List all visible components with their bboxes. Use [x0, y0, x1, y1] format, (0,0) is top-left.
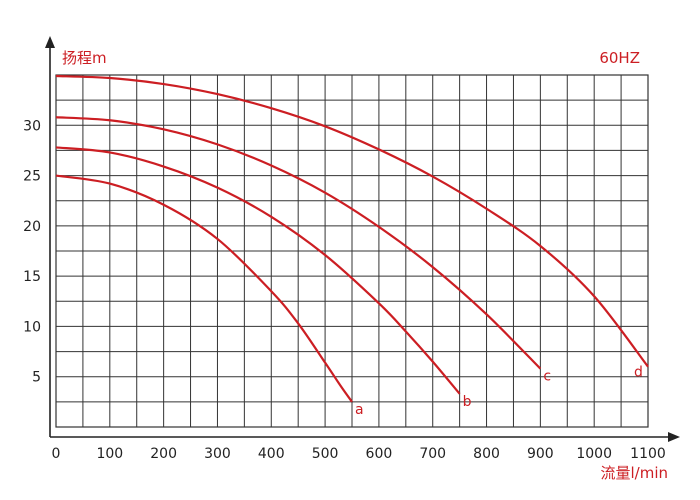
tick-labels: 0 100 200 300 400 500 600 700 800 900 1000 1100 5 10 1…	[23, 118, 666, 462]
x-tick-label: 200	[150, 446, 177, 462]
y-tick-label: 25	[23, 169, 41, 185]
x-axis-title: 流量l/min	[600, 464, 668, 482]
y-tick-label: 20	[23, 219, 41, 235]
y-tick-label: 5	[32, 370, 41, 386]
x-tick-label: 1100	[630, 446, 666, 462]
y-axis-title: 扬程m	[62, 49, 107, 67]
curves	[55, 74, 649, 403]
curve-labels: a b c d	[355, 365, 643, 418]
x-tick-label: 0	[52, 446, 61, 462]
grid	[55, 74, 649, 428]
frequency-annotation: 60HZ	[599, 49, 640, 67]
x-tick-label: 900	[527, 446, 554, 462]
x-tick-label: 300	[204, 446, 231, 462]
y-tick-label: 30	[23, 118, 41, 134]
x-tick-label: 800	[473, 446, 500, 462]
curve-label-c: c	[543, 369, 551, 385]
x-tick-label: 500	[312, 446, 339, 462]
y-axis-arrow	[45, 36, 55, 48]
x-tick-label: 100	[96, 446, 123, 462]
y-tick-label: 10	[23, 319, 41, 335]
x-axis-arrow	[668, 432, 680, 442]
curve-c	[55, 116, 542, 370]
curve-label-a: a	[355, 402, 364, 418]
curve-a	[55, 174, 353, 403]
y-tick-label: 15	[23, 269, 41, 285]
x-tick-label: 1000	[576, 446, 612, 462]
x-tick-label: 600	[366, 446, 393, 462]
curve-d	[55, 74, 649, 368]
axes	[45, 36, 680, 442]
curve-b	[55, 146, 461, 395]
x-tick-label: 400	[258, 446, 285, 462]
curve-label-d: d	[634, 365, 643, 381]
x-tick-label: 700	[419, 446, 446, 462]
curve-label-b: b	[463, 394, 472, 410]
